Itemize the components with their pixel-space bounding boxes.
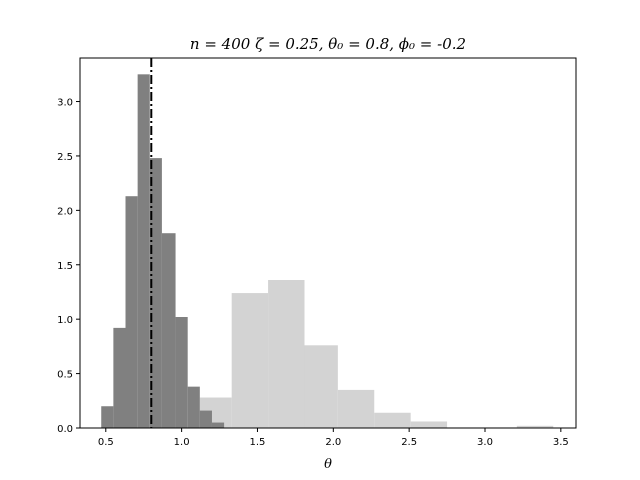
y-tick-label: 2.5 (57, 152, 73, 163)
histogram-bar-s0-5 (374, 412, 411, 428)
histogram-bar-s0-3 (304, 345, 338, 428)
x-tick-label: 2.0 (325, 437, 341, 448)
histogram-bar-s1-6 (175, 317, 188, 428)
y-tick-label: 0.0 (57, 424, 73, 435)
y-tick-label: 0.5 (57, 370, 73, 381)
histogram-bar-s0-9 (516, 425, 554, 428)
x-axis-label: θ (324, 457, 332, 472)
histogram-bar-s1-0 (101, 406, 114, 428)
histogram-bar-s1-5 (161, 233, 176, 428)
y-axis: 0.0 0.5 1.0 1.5 2.0 2.5 3.0 (57, 98, 80, 435)
histogram-bar-s1-9 (211, 422, 225, 428)
chart-title: n = 400 ζ = 0.25, θ₀ = 0.8, ϕ₀ = -0.2 (190, 35, 466, 53)
histogram-bar-s1-3 (137, 74, 150, 428)
x-tick-label: 1.0 (174, 437, 190, 448)
y-tick-label: 1.5 (57, 261, 73, 272)
histogram-bar-s0-2 (268, 280, 305, 428)
y-tick-label: 1.0 (57, 315, 73, 326)
plot-frame (79, 57, 577, 429)
x-tick-label: 2.5 (401, 437, 417, 448)
histogram-bar-s1-8 (199, 410, 212, 428)
histogram-bar-s0-4 (337, 389, 375, 428)
histogram-bar-s1-2 (125, 196, 138, 428)
x-tick-label: 1.5 (250, 437, 266, 448)
x-tick-label: 3.5 (553, 437, 569, 448)
histogram-bar-s1-4 (149, 158, 162, 428)
histogram-bar-s0-1 (231, 293, 269, 428)
y-tick-label: 2.0 (57, 206, 73, 217)
y-tick-label: 3.0 (57, 98, 73, 109)
histogram-bar-s1-1 (113, 327, 126, 428)
histogram-bar-s0-6 (410, 421, 448, 428)
x-tick-label: 3.0 (477, 437, 493, 448)
histogram-bar-s1-7 (187, 386, 200, 428)
bars-group (101, 74, 554, 428)
x-axis: 0.5 1.0 1.5 2.0 2.5 3.0 3.5 (98, 428, 569, 448)
x-tick-label: 0.5 (98, 437, 114, 448)
